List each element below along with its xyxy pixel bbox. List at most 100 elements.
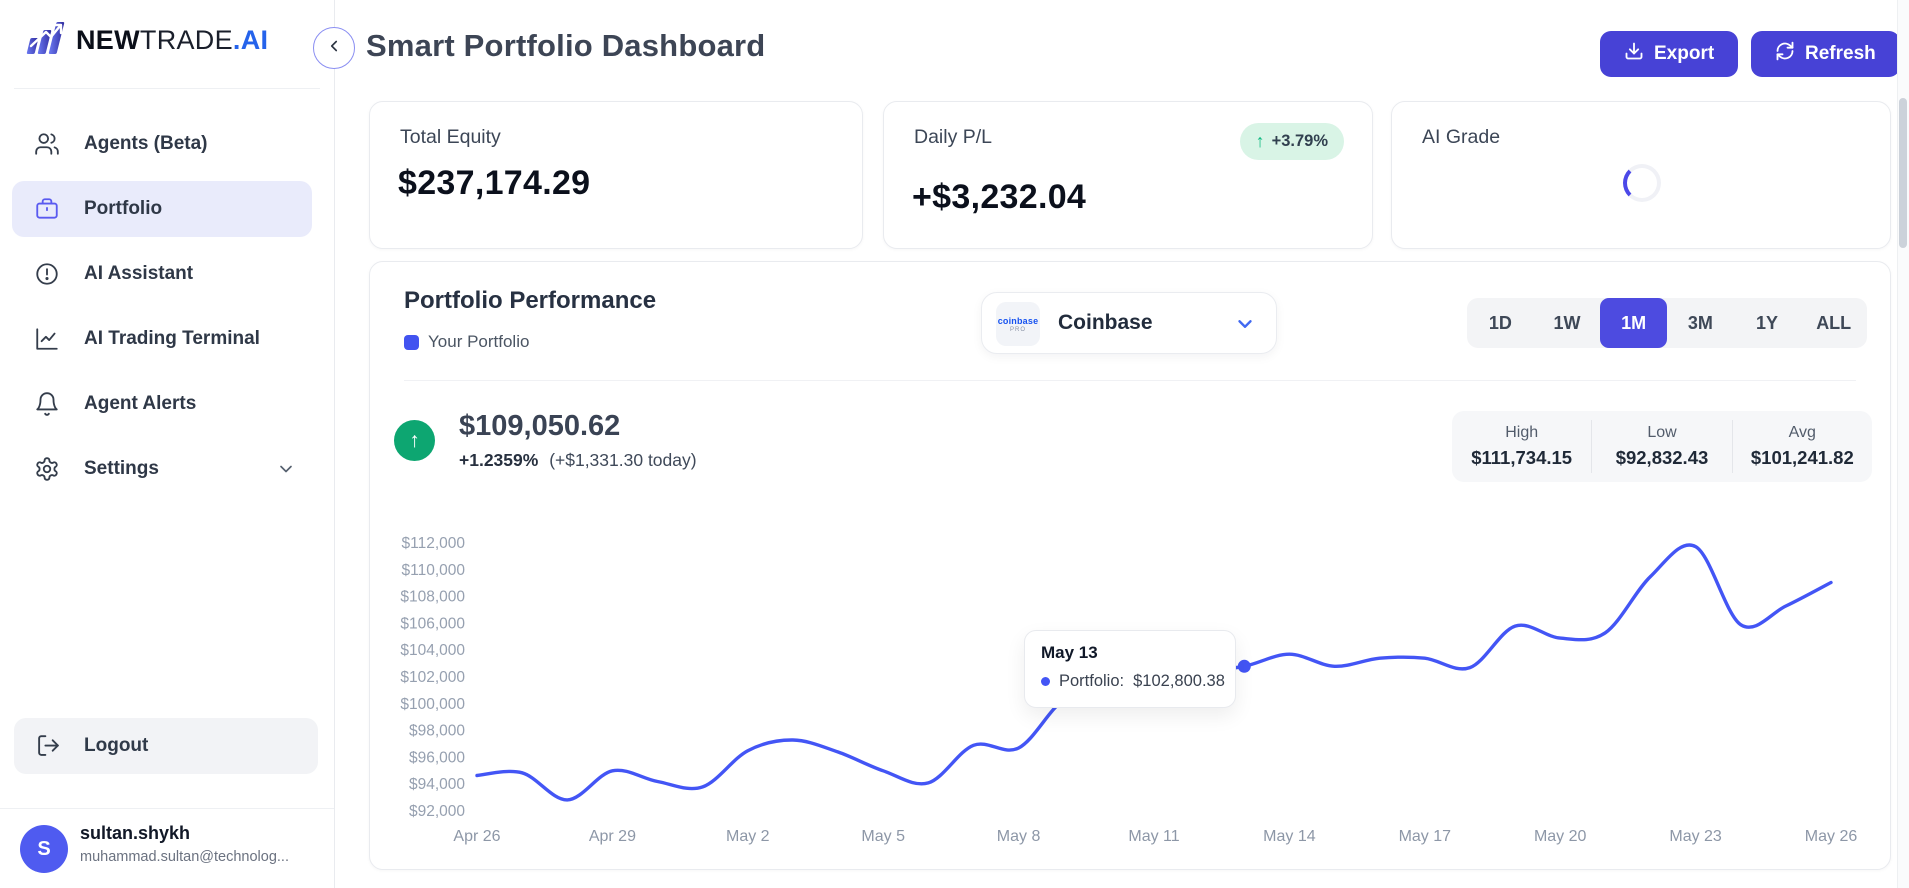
x-axis-tick: May 23 — [1669, 828, 1722, 845]
y-axis-tick: $108,000 — [400, 589, 465, 606]
high-stat: High $111,734.15 — [1452, 420, 1591, 473]
current-portfolio-value: $109,050.62 — [459, 410, 621, 442]
exchange-select[interactable]: coinbase PRO Coinbase — [981, 292, 1277, 354]
tooltip-series-dot — [1041, 677, 1050, 686]
sidebar-item-label: Agent Alerts — [84, 393, 197, 414]
portfolio-performance-title: Portfolio Performance — [404, 287, 657, 314]
sidebar-item-label: Settings — [84, 458, 159, 479]
portfolio-performance-card: Portfolio Performance Your Portfolio coi… — [369, 261, 1891, 870]
daily-pl-label: Daily P/L — [914, 126, 993, 148]
logout-button[interactable]: Logout — [14, 718, 318, 774]
export-button[interactable]: Export — [1600, 31, 1739, 77]
sidebar-item-ai-assistant[interactable]: AI Assistant — [12, 246, 312, 302]
x-axis-tick: Apr 29 — [589, 828, 636, 845]
export-label: Export — [1654, 43, 1715, 64]
x-axis-tick: May 26 — [1805, 828, 1858, 845]
low-label: Low — [1647, 424, 1677, 441]
chart-legend: Your Portfolio — [404, 332, 529, 352]
time-range-selector: 1D 1W 1M 3M 1Y ALL — [1467, 298, 1867, 348]
users-icon — [34, 131, 60, 157]
sidebar: NEWTRADE.AI Agents (Beta) Portfolio AI A… — [0, 0, 335, 888]
back-button[interactable] — [313, 27, 355, 69]
chart-tooltip: May 13 Portfolio: $102,800.38 — [1024, 630, 1236, 708]
current-portfolio-change: +1.2359% (+$1,331.30 today) — [459, 450, 697, 471]
up-arrow-icon: ↑ — [1255, 131, 1265, 151]
range-button-1y[interactable]: 1Y — [1756, 312, 1779, 333]
logout-icon — [36, 733, 62, 759]
portfolio-chart[interactable]: $112,000 $110,000 $108,000 $106,000 $104,000… — [370, 521, 1892, 871]
change-today: (+$1,331.30 today) — [549, 450, 697, 470]
brand-name-suffix: .AI — [232, 25, 269, 55]
page-title: Smart Portfolio Dashboard — [366, 28, 766, 63]
sidebar-item-label: Portfolio — [84, 198, 163, 219]
sidebar-item-settings[interactable]: Settings — [12, 441, 312, 497]
y-axis-tick: $110,000 — [402, 562, 466, 579]
y-axis-tick: $102,000 — [400, 669, 465, 686]
total-equity-label: Total Equity — [400, 126, 501, 148]
x-axis-tick: May 14 — [1263, 828, 1316, 845]
avg-value: $101,241.82 — [1750, 447, 1854, 468]
chevron-down-icon — [1234, 313, 1256, 335]
total-equity-value: $237,174.29 — [398, 164, 591, 202]
sidebar-divider — [14, 88, 320, 89]
refresh-icon — [1775, 41, 1795, 67]
loading-spinner — [1623, 164, 1661, 202]
avatar: S — [20, 825, 68, 873]
daily-pl-value: +$3,232.04 — [912, 178, 1087, 216]
x-axis-tick: May 17 — [1399, 828, 1452, 845]
y-axis-tick: $92,000 — [409, 803, 465, 820]
up-arrow-icon: ↑ — [409, 428, 420, 452]
x-axis-tick: May 8 — [997, 828, 1041, 845]
x-axis-tick: Apr 26 — [453, 828, 500, 845]
briefcase-icon — [34, 196, 60, 222]
chevron-left-icon — [325, 37, 343, 60]
sidebar-item-agent-alerts[interactable]: Agent Alerts — [12, 376, 312, 432]
y-axis-tick: $100,000 — [400, 696, 465, 713]
sidebar-item-agents[interactable]: Agents (Beta) — [12, 116, 312, 172]
scrollbar-thumb[interactable] — [1899, 98, 1907, 248]
coinbase-logo-wordmark: coinbase — [997, 315, 1039, 326]
brand-name-primary: NEW — [76, 25, 140, 55]
brand-name-secondary: TRADE — [139, 25, 233, 55]
coinbase-logo-pro: PRO — [1009, 326, 1026, 333]
range-button-1d[interactable]: 1D — [1488, 312, 1512, 333]
sidebar-item-ai-trading-terminal[interactable]: AI Trading Terminal — [12, 311, 312, 367]
sidebar-item-portfolio[interactable]: Portfolio — [12, 181, 312, 237]
range-button-all[interactable]: ALL — [1816, 312, 1852, 333]
high-label: High — [1505, 424, 1539, 441]
ai-grade-label: AI Grade — [1422, 126, 1501, 148]
logout-label: Logout — [84, 735, 149, 756]
range-button-1m[interactable]: 1M — [1600, 298, 1668, 348]
legend-label: Your Portfolio — [428, 332, 530, 351]
sidebar-nav: Agents (Beta) Portfolio AI Assistant AI … — [0, 116, 334, 506]
high-low-avg-box: High $111,734.15 Low $92,832.43 Avg $101… — [1452, 411, 1872, 482]
x-axis-tick: May 20 — [1534, 828, 1587, 845]
daily-pl-badge-value: +3.79% — [1271, 132, 1328, 150]
user-section[interactable]: S sultan.shykh muhammad.sultan@technolog… — [0, 808, 334, 888]
alert-circle-icon — [34, 261, 60, 287]
y-axis-tick: $98,000 — [409, 723, 465, 740]
avg-stat: Avg $101,241.82 — [1731, 420, 1872, 473]
trend-up-circle: ↑ — [394, 420, 435, 461]
refresh-button[interactable]: Refresh — [1751, 31, 1900, 77]
chevron-down-icon — [276, 459, 296, 479]
download-icon — [1624, 41, 1644, 67]
brand-name: NEWTRADE.AI — [76, 25, 268, 56]
sidebar-item-label: AI Assistant — [84, 263, 194, 284]
y-axis-tick: $112,000 — [402, 535, 466, 552]
daily-pl-badge: ↑ +3.79% — [1239, 123, 1344, 160]
daily-pl-card: Daily P/L ↑ +3.79% +$3,232.04 — [883, 101, 1373, 249]
low-stat: Low $92,832.43 — [1591, 420, 1731, 473]
range-button-1w[interactable]: 1W — [1553, 312, 1581, 333]
legend-swatch — [404, 334, 419, 350]
bell-icon — [34, 391, 60, 417]
range-button-3m[interactable]: 3M — [1687, 312, 1713, 333]
total-equity-card: Total Equity $237,174.29 — [369, 101, 863, 249]
chart-line-icon — [34, 326, 60, 352]
refresh-label: Refresh — [1805, 43, 1876, 64]
tooltip-date: May 13 — [1041, 643, 1098, 662]
exchange-select-value: Coinbase — [1058, 311, 1153, 334]
active-point-dot[interactable] — [1237, 659, 1251, 673]
x-axis-tick: May 5 — [861, 828, 905, 845]
user-name: sultan.shykh — [80, 823, 191, 843]
